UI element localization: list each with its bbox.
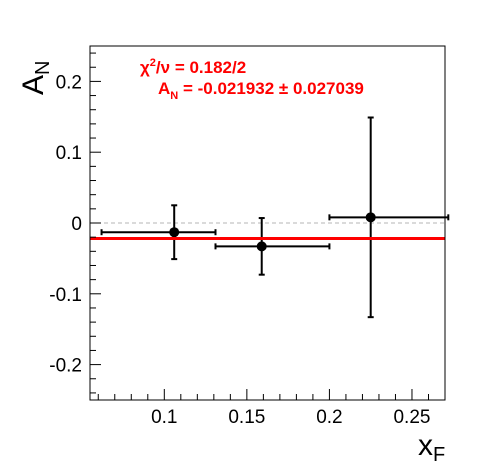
y-tick-label: 0.1	[56, 143, 82, 164]
data-point-marker	[256, 241, 267, 252]
y-tick-label: 0.2	[56, 72, 82, 93]
x-tick-label: 0.1	[151, 407, 177, 428]
data-point-marker	[169, 227, 180, 238]
y-tick-label: 0	[71, 214, 82, 235]
fit-result-annotation: AN = -0.021932 ± 0.027039	[158, 79, 364, 102]
data-point-group	[214, 217, 331, 276]
x-axis-title: xF	[418, 429, 445, 466]
y-axis-ticks: 0.2 0.1 0 -0.1 -0.2	[49, 52, 101, 394]
x-tick-label: 0.25	[393, 407, 430, 428]
data-point-group	[100, 204, 217, 261]
x-tick-label: 0.2	[316, 407, 342, 428]
y-axis-title: AN	[17, 61, 54, 95]
y-tick-label: -0.2	[49, 356, 82, 377]
y-tick-label: -0.1	[49, 285, 82, 306]
x-axis-ticks: 0.1 0.15 0.2 0.25	[97, 389, 446, 428]
chi-square-annotation: χ2/ν = 0.182/2	[140, 57, 246, 77]
data-marks	[100, 116, 450, 319]
x-tick-label: 0.15	[228, 407, 265, 428]
data-point-marker	[365, 212, 376, 223]
data-point-group	[328, 116, 450, 319]
